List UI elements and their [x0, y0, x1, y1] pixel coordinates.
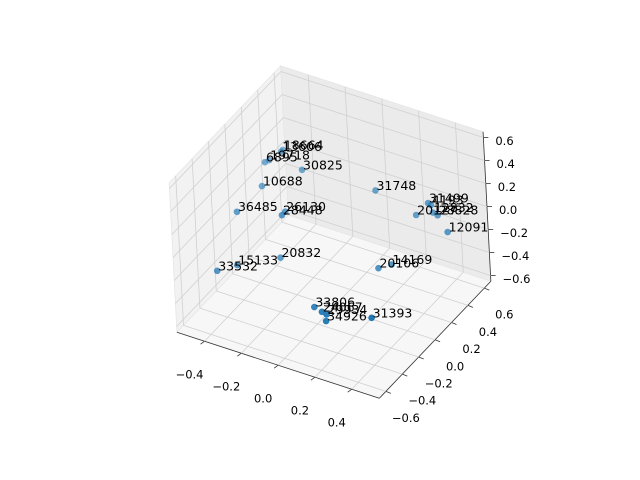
x-tick-label: 0.4	[328, 416, 346, 430]
grid-line	[284, 140, 488, 207]
grid-line	[199, 307, 403, 375]
point	[434, 211, 441, 219]
point-label: 15133	[238, 252, 278, 267]
point	[233, 261, 241, 269]
point	[427, 201, 435, 209]
point-label: 28448	[283, 203, 323, 218]
tick-mark	[467, 304, 474, 308]
grid-line	[285, 163, 489, 230]
y-tick-label: −0.6	[392, 411, 420, 425]
grid-line	[173, 163, 287, 281]
y-tick-label: 0.2	[462, 342, 480, 356]
point-label: 20106	[379, 256, 419, 271]
z-tick-label: 0.0	[499, 203, 517, 217]
tick-mark	[310, 376, 316, 381]
point-label: 12091	[449, 220, 489, 235]
z-tick-label: −0.4	[501, 249, 529, 263]
y-tick-label: 0.0	[446, 359, 464, 373]
x-tick-label: −0.2	[212, 380, 240, 394]
point	[213, 267, 221, 275]
point	[278, 211, 286, 219]
point	[277, 148, 285, 155]
point-label: 36485	[238, 199, 278, 214]
tick-mark	[273, 364, 279, 369]
point-label: 13606	[282, 139, 322, 154]
tick-mark	[418, 356, 424, 360]
z-tick-label: −0.6	[503, 272, 531, 286]
point	[311, 303, 318, 311]
point	[372, 187, 379, 194]
point	[233, 208, 241, 216]
point-label: 28828	[439, 203, 479, 218]
point	[322, 317, 330, 325]
tick-mark	[347, 388, 352, 393]
point	[375, 264, 382, 272]
point	[258, 182, 266, 190]
point	[412, 211, 420, 219]
point	[298, 166, 306, 174]
tick-mark	[385, 390, 392, 394]
tick-mark	[200, 340, 205, 345]
point-label: 4193	[432, 193, 464, 208]
point-label: 26130	[286, 199, 326, 214]
tick-mark	[402, 373, 408, 377]
point	[388, 261, 395, 268]
z-tick-label: 0.2	[498, 180, 516, 194]
point-label: 29934	[328, 302, 368, 317]
point-label: 12832	[434, 200, 474, 215]
y-tick-label: −0.4	[408, 394, 436, 408]
point-label: 14169	[393, 252, 433, 267]
point-label: 34926	[327, 309, 367, 324]
point-label: 19718	[270, 148, 310, 163]
grid-line	[288, 209, 491, 276]
grid-line	[171, 117, 284, 235]
grid-line	[283, 117, 486, 184]
point-label: 24067	[323, 299, 363, 314]
grid-line	[281, 221, 485, 289]
point	[277, 254, 284, 261]
z-tick-label: 0.6	[495, 134, 513, 148]
point-label: 33806	[315, 295, 355, 310]
point-label: 18664	[284, 137, 324, 152]
grid-line	[183, 324, 387, 392]
y-tick-label: 0.6	[495, 308, 513, 322]
point-label: 20127	[417, 203, 457, 218]
grid-line	[170, 94, 283, 212]
point-label: 20832	[281, 245, 321, 260]
grid-line	[232, 273, 436, 341]
grid-line	[286, 186, 490, 253]
point-label: 10688	[263, 174, 303, 189]
tick-mark	[434, 339, 441, 343]
y-tick-label: −0.2	[425, 376, 453, 390]
point	[323, 311, 330, 318]
grid-line	[216, 290, 419, 358]
grid-line	[282, 94, 485, 161]
grid-line	[175, 186, 288, 304]
z-tick-label: −0.2	[500, 226, 528, 240]
y-tick-label: 0.4	[479, 325, 497, 339]
point	[444, 228, 451, 236]
point-label: 31748	[376, 178, 416, 193]
point-label: 31393	[373, 305, 413, 320]
grid-line	[280, 71, 484, 138]
z-tick-label: 0.4	[497, 157, 515, 171]
x-tick-label: 0.2	[291, 404, 309, 418]
grid-line	[169, 71, 282, 189]
tick-mark	[451, 322, 457, 325]
x-tick-label: −0.4	[176, 368, 204, 382]
tick-mark	[484, 287, 490, 291]
point-label: 6895	[266, 150, 298, 165]
point	[261, 158, 269, 166]
point-label: 31499	[429, 191, 469, 206]
point	[368, 314, 375, 322]
grid-line	[176, 209, 289, 327]
x-tick-label: 0.0	[254, 392, 272, 406]
grid-line	[248, 256, 452, 323]
tick-mark	[237, 352, 242, 357]
grid-line	[265, 238, 469, 306]
point-label: 33532	[218, 258, 258, 273]
point-label: 30825	[303, 157, 343, 172]
